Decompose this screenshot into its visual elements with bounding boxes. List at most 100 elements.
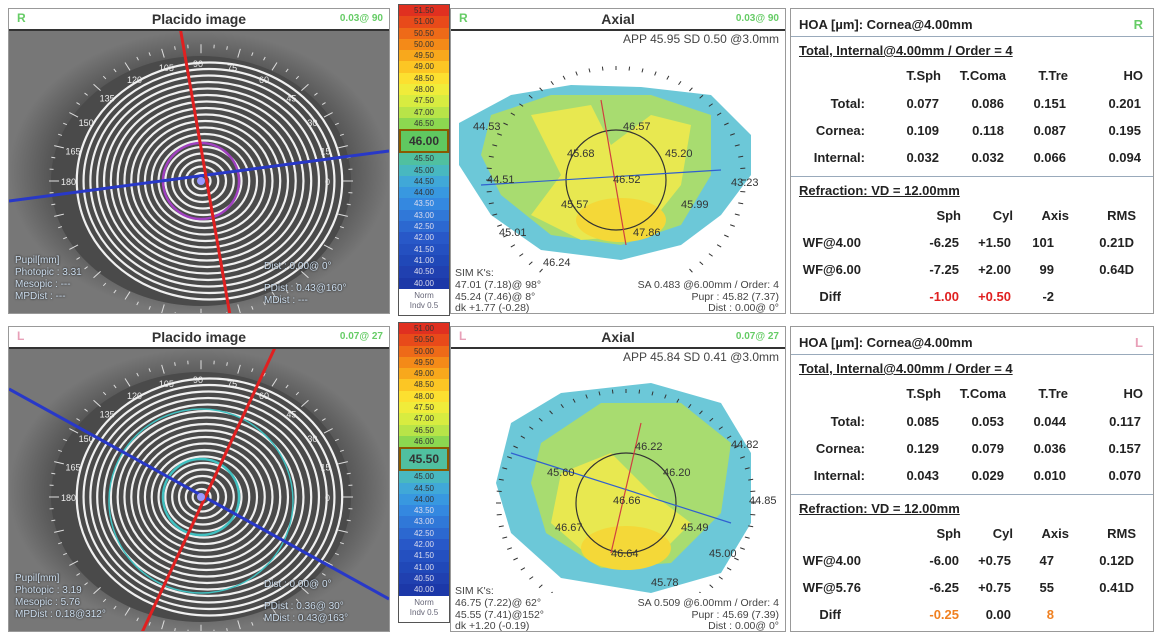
hoa-value: 0.117 [1109,414,1141,429]
refraction-header: Cyl [992,526,1013,541]
map-value: 46.67 [555,522,583,534]
hoa-value: 0.201 [1108,96,1141,111]
map-value: 46.52 [613,174,641,186]
refraction-value: +0.75 [978,553,1011,568]
hoa-header: T.Tre [1038,386,1068,401]
refraction-value: -1.00 [929,289,959,304]
refraction-value: 0.12D [1099,553,1134,568]
eye-side-label: L [1135,335,1143,350]
mesopic-value: Mesopic : 5.76 [15,597,81,608]
scale-norm-label: Norm [414,290,434,300]
color-scale[interactable]: 51.00 50.50 50.00 49.50 49.00 48.50 48.00 47.50… [398,322,450,623]
hoa-title: HOA [µm]: Cornea@4.00mm [799,335,973,350]
map-value: 44.53 [473,121,501,133]
scale-mode[interactable]: Norm Indv 0.5 [399,595,449,622]
angle-label: 180 [61,177,76,187]
angle-label: 15 [321,462,331,472]
axial-map[interactable] [451,363,785,593]
hoa-header: T.Coma [959,386,1006,401]
map-value: 44.85 [749,495,777,507]
refraction-row-label: WF@6.00 [802,262,861,277]
axial-map[interactable] [451,45,785,275]
scale-step: 47.00 [399,413,449,425]
hoa-value: 0.129 [906,441,939,456]
scale-step: 51.00 [399,16,449,28]
scale-step: 44.00 [399,187,449,199]
map-value: 43.23 [731,177,759,189]
mesopic-value: Mesopic : --- [15,279,71,290]
hoa-value: 0.085 [906,414,939,429]
angle-label: 105 [159,63,174,73]
scale-step-label: Indv 0.5 [409,607,439,617]
scale-step: 42.00 [399,539,449,551]
scale-step: 46.00 [399,435,449,448]
angle-label: 0 [325,177,330,187]
axial-title: Axial [601,329,635,345]
dist-readout: Dist : 0.00@ 0° [708,620,779,632]
hoa-value: 0.044 [1033,414,1066,429]
refraction-value: +2.00 [978,262,1011,277]
placido-panel: L Placido image 0.07@ 27 105 90 75 60 45 30 15… [8,326,390,632]
angle-label: 45 [286,94,296,104]
refraction-value: 0.64D [1099,262,1134,277]
hoa-value: 0.070 [1108,468,1141,483]
scale-mode[interactable]: Norm Indv 0.5 [399,288,449,315]
axial-quality: 0.03@ 90 [735,13,779,24]
angle-label: 30 [307,118,317,128]
hoa-value: 0.094 [1108,150,1141,165]
hoa-value: 0.118 [972,123,1004,138]
refraction-title: Refraction: VD = 12.00mm [799,183,960,198]
refraction-value: -6.25 [929,235,959,250]
refraction-header: Sph [936,208,961,223]
hoa-title: HOA [µm]: Cornea@4.00mm [799,17,973,32]
hoa-value: 0.032 [971,150,1004,165]
scale-step: 47.00 [399,106,449,118]
refraction-header: Cyl [992,208,1013,223]
scale-step: 44.50 [399,175,449,188]
refraction-header: RMS [1107,208,1136,223]
axial-title: Axial [601,11,635,27]
scale-step: 48.50 [399,72,449,85]
simk-label: SIM K's: [455,585,494,597]
map-value: 45.00 [709,548,737,560]
divider [791,176,1153,177]
scale-step: 50.50 [399,334,449,346]
refraction-row-label: Diff [819,289,841,304]
axial-title-bar: L Axial 0.07@ 27 [451,327,785,349]
refraction-title: Refraction: VD = 12.00mm [799,501,960,516]
scale-step: 42.00 [399,232,449,244]
map-value: 45.20 [665,148,693,160]
refraction-row-label: WF@4.00 [802,235,861,250]
refraction-value: +0.75 [978,580,1011,595]
eye-side-label: L [459,329,467,343]
scale-step: 50.50 [399,27,449,39]
pupr-readout: Pupr : 45.82 (7.37) [691,291,779,303]
angle-label: 60 [259,75,269,85]
divider [791,354,1153,355]
refraction-header: RMS [1107,526,1136,541]
scale-step: 49.00 [399,61,449,73]
hoa-subtitle: Total, Internal@4.00mm / Order = 4 [799,43,1013,58]
flat-axis-line [9,149,389,203]
hoa-row-label: Internal: [813,150,865,165]
mpdist-value: MPDist : 0.18@312° [15,609,106,620]
hoa-value: 0.077 [906,96,939,111]
map-value: 45.78 [651,577,679,589]
color-scale[interactable]: 51.50 51.00 50.50 50.00 49.50 49.00 48.50 48.00… [398,4,450,316]
scale-step: 46.00 [399,129,449,154]
scale-step: 50.00 [399,345,449,357]
pdist-value: PDist : 0.43@160° [264,283,347,294]
scale-step: 43.00 [399,209,449,222]
hoa-value: 0.151 [1033,96,1066,111]
hoa-subtitle: Total, Internal@4.00mm / Order = 4 [799,361,1013,376]
hoa-value: 0.053 [971,414,1004,429]
dist-readout: Dist : 0.00@ 0° [708,302,779,314]
map-value: 46.66 [613,495,641,507]
scale-step: 43.50 [399,505,449,517]
pupr-readout: Pupr : 45.69 (7.39) [691,609,779,621]
scale-step: 48.50 [399,379,449,391]
aberration-panel: HOA [µm]: Cornea@4.00mm R Total, Interna… [790,8,1154,314]
mpdist-value: MPDist : --- [15,291,66,302]
